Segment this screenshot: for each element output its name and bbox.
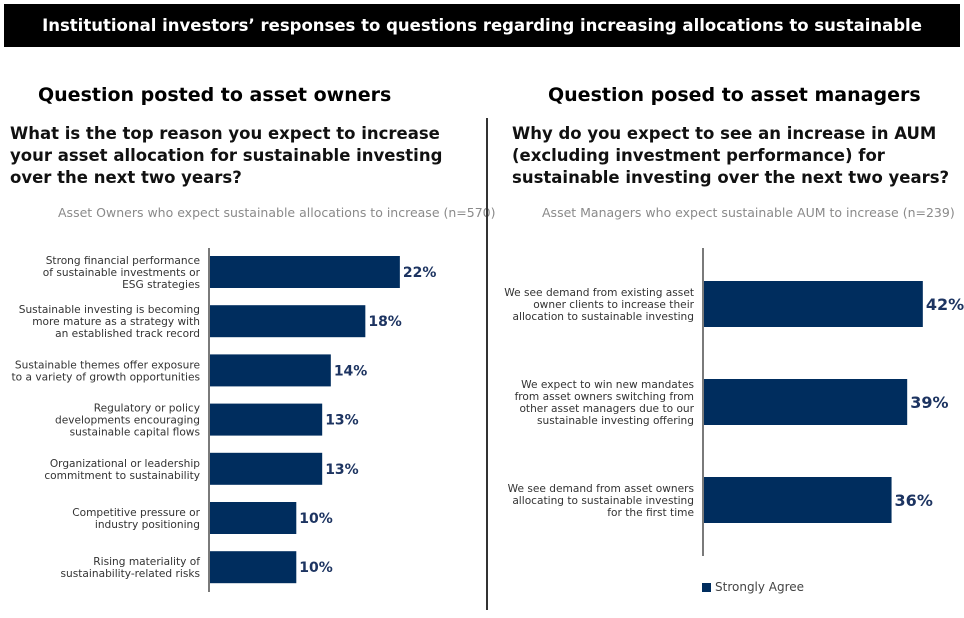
value-label: 13% — [325, 462, 359, 478]
panel-divider — [486, 118, 488, 610]
right-question: Why do you expect to see an increase in … — [512, 124, 950, 187]
bar — [704, 281, 923, 327]
value-label: 13% — [325, 413, 359, 429]
value-label: 36% — [895, 491, 933, 510]
bar — [210, 403, 323, 436]
category-label: Sustainable investing is becoming more ma… — [19, 304, 200, 340]
bar — [210, 551, 297, 584]
category-label: We see demand from asset owners allocatin… — [508, 483, 694, 519]
left-question: What is the top reason you expect to inc… — [10, 124, 443, 187]
category-label: Regulatory or policy developments encoura… — [55, 403, 200, 439]
bar — [210, 305, 366, 338]
category-label: Strong financial performance of sustainab… — [43, 255, 201, 291]
value-label: 39% — [910, 393, 948, 412]
category-label: Competitive pressure or industry position… — [72, 507, 200, 531]
bar — [210, 256, 400, 288]
legend-label: Strongly Agree — [715, 580, 805, 594]
right-heading: Question posed to asset managers — [548, 84, 921, 106]
category-label: Rising materiality of sustainability-rela… — [61, 556, 201, 580]
bar — [704, 477, 892, 523]
value-label: 42% — [926, 295, 964, 314]
right-subtitle: Asset Managers who expect sustainable AU… — [542, 205, 955, 220]
legend: Strongly Agree — [702, 580, 804, 594]
bar — [210, 452, 323, 485]
value-label: 18% — [368, 314, 402, 330]
legend-swatch — [702, 582, 711, 592]
category-label: Sustainable themes offer exposure to a va… — [12, 359, 200, 383]
bar — [210, 354, 331, 387]
bar — [704, 379, 908, 425]
category-label: We see demand from existing asset owner c… — [504, 287, 694, 323]
bar — [210, 502, 297, 534]
category-label: We expect to win new mandates from asset … — [515, 379, 695, 427]
value-label: 10% — [299, 511, 333, 527]
value-label: 22% — [403, 265, 437, 281]
left-subtitle: Asset Owners who expect sustainable allo… — [58, 205, 496, 220]
category-label: Organizational or leadership commitment t… — [44, 458, 200, 482]
value-label: 10% — [299, 560, 333, 576]
left-heading: Question posted to asset owners — [38, 84, 392, 106]
value-label: 14% — [334, 363, 368, 379]
banner-title: Institutional investors’ responses to qu… — [4, 4, 960, 47]
